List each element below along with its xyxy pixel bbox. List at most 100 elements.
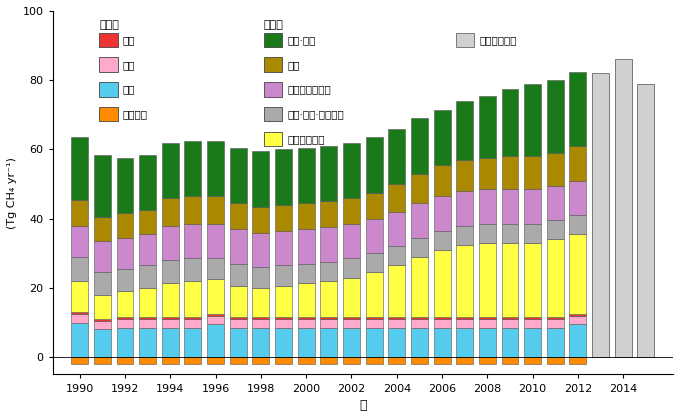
Bar xyxy=(320,262,337,281)
Text: 火灾: 火灾 xyxy=(122,35,135,45)
Bar xyxy=(275,328,292,357)
Bar xyxy=(388,129,405,184)
Bar xyxy=(139,288,156,317)
Bar xyxy=(207,259,224,279)
Bar xyxy=(366,253,383,272)
Bar xyxy=(207,357,224,364)
Bar xyxy=(139,328,156,357)
Bar xyxy=(320,228,337,262)
Bar xyxy=(162,225,179,260)
Bar xyxy=(569,72,586,146)
Bar xyxy=(116,238,133,269)
Bar xyxy=(71,281,88,312)
Bar xyxy=(569,324,586,357)
Text: 自然源: 自然源 xyxy=(99,20,119,30)
Bar xyxy=(343,319,360,328)
Bar xyxy=(71,199,88,225)
Bar xyxy=(71,137,88,199)
Bar xyxy=(479,357,496,364)
Bar xyxy=(524,84,541,156)
Bar xyxy=(116,158,133,214)
Text: 农业·水田: 农业·水田 xyxy=(287,35,316,45)
Bar xyxy=(456,225,473,245)
Y-axis label: (Tg CH₄ yr⁻¹): (Tg CH₄ yr⁻¹) xyxy=(7,157,17,229)
Bar xyxy=(479,189,496,224)
Bar xyxy=(569,234,586,314)
Bar xyxy=(524,357,541,364)
Bar xyxy=(388,265,405,317)
Bar xyxy=(139,357,156,364)
Bar xyxy=(502,319,518,328)
Bar xyxy=(162,357,179,364)
Bar xyxy=(116,328,133,357)
Bar xyxy=(275,150,292,205)
Bar xyxy=(456,317,473,319)
Bar xyxy=(162,317,179,319)
Bar xyxy=(434,319,451,328)
Bar xyxy=(298,317,315,319)
Bar xyxy=(252,357,269,364)
Bar xyxy=(230,203,247,229)
Bar xyxy=(524,189,541,224)
Bar xyxy=(502,224,518,243)
Bar xyxy=(207,224,224,259)
Bar xyxy=(275,205,292,231)
Bar xyxy=(524,317,541,319)
Bar xyxy=(411,118,428,173)
Bar xyxy=(94,357,111,364)
Bar xyxy=(320,281,337,317)
Bar xyxy=(569,146,586,181)
Bar xyxy=(569,357,586,364)
Bar xyxy=(230,148,247,203)
Bar xyxy=(230,317,247,319)
Bar xyxy=(99,82,118,97)
Text: 工业·运输·城市活动: 工业·运输·城市活动 xyxy=(287,109,344,119)
Bar xyxy=(139,265,156,288)
Bar xyxy=(94,272,111,295)
Bar xyxy=(139,234,156,265)
Bar xyxy=(502,189,518,224)
Bar xyxy=(456,357,473,364)
Bar xyxy=(116,319,133,328)
Bar xyxy=(139,155,156,210)
Bar xyxy=(298,357,315,364)
Bar xyxy=(162,198,179,225)
Bar xyxy=(502,89,518,156)
Bar xyxy=(479,224,496,243)
Bar xyxy=(547,317,564,319)
Bar xyxy=(456,160,473,191)
Bar xyxy=(184,328,201,357)
Bar xyxy=(502,357,518,364)
Bar xyxy=(252,267,269,288)
Bar xyxy=(252,319,269,328)
Bar xyxy=(230,264,247,286)
Bar xyxy=(434,110,451,165)
Bar xyxy=(94,217,111,241)
Bar xyxy=(388,357,405,364)
Bar xyxy=(275,265,292,286)
Bar xyxy=(434,196,451,231)
Bar xyxy=(434,165,451,196)
Bar xyxy=(94,155,111,217)
Bar xyxy=(456,191,473,225)
Bar xyxy=(264,57,282,72)
Bar xyxy=(207,279,224,314)
Bar xyxy=(569,181,586,215)
Bar xyxy=(524,328,541,357)
Bar xyxy=(99,57,118,72)
Bar xyxy=(434,357,451,364)
Bar xyxy=(434,231,451,250)
Bar xyxy=(502,317,518,319)
Bar xyxy=(388,246,405,265)
Bar xyxy=(162,260,179,283)
Bar xyxy=(162,328,179,357)
Bar xyxy=(264,132,282,146)
Bar xyxy=(366,317,383,319)
Bar xyxy=(479,243,496,317)
Bar xyxy=(139,210,156,234)
Bar xyxy=(524,224,541,243)
Text: 土壤氧化: 土壤氧化 xyxy=(122,109,148,119)
Bar xyxy=(547,80,564,153)
Bar xyxy=(366,219,383,253)
Bar xyxy=(547,328,564,357)
